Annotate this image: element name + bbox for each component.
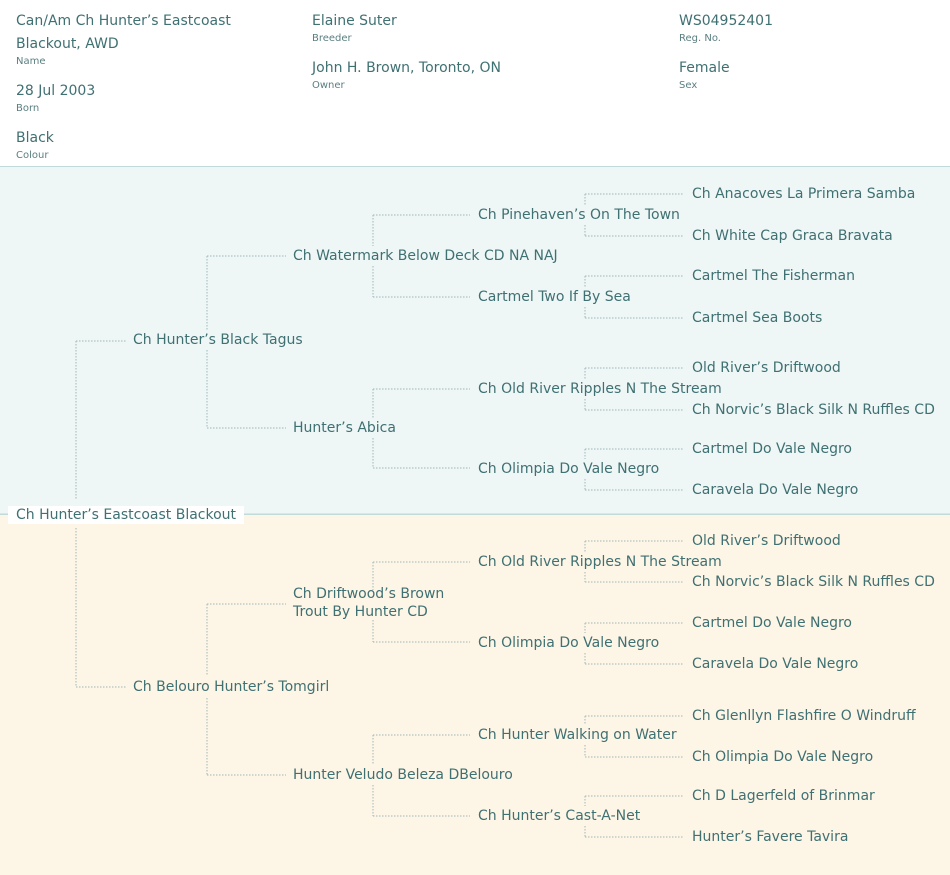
ancestor-gen4[interactable]: Caravela Do Vale Negro <box>692 656 859 672</box>
pedigree-root-dog[interactable]: Ch Hunter’s Eastcoast Blackout <box>8 506 245 524</box>
born-field: 28 Jul 2003 Born <box>16 80 95 115</box>
ancestor-gen4[interactable]: Hunter’s Favere Tavira <box>692 829 849 845</box>
sire-side-band <box>0 166 950 515</box>
ancestor-gen4[interactable]: Ch Norvic’s Black Silk N Ruffles CD <box>692 574 935 590</box>
breeder-label: Breeder <box>312 33 352 44</box>
ancestor-gen3[interactable]: Cartmel Two If By Sea <box>478 289 631 305</box>
breeder-field: Elaine Suter Breeder <box>312 10 397 45</box>
ancestor-gen3[interactable]: Ch Pinehaven’s On The Town <box>478 207 680 223</box>
ancestor-gen4[interactable]: Caravela Do Vale Negro <box>692 482 859 498</box>
paternal-grandsire[interactable]: Ch Watermark Below Deck CD NA NAJ <box>293 248 558 264</box>
owner-field: John H. Brown, Toronto, ON Owner <box>312 57 501 92</box>
ancestor-gen4[interactable]: Cartmel Do Vale Negro <box>692 615 852 631</box>
colour-field: Black Colour <box>16 127 54 162</box>
owner-label: Owner <box>312 80 345 91</box>
ancestor-gen3[interactable]: Ch Old River Ripples N The Stream <box>478 381 722 397</box>
ancestor-gen4[interactable]: Ch White Cap Graca Bravata <box>692 228 893 244</box>
sire[interactable]: Ch Hunter’s Black Tagus <box>133 332 303 348</box>
ancestor-gen4[interactable]: Cartmel Sea Boots <box>692 310 823 326</box>
colour-label: Colour <box>16 150 49 161</box>
maternal-granddam[interactable]: Hunter Veludo Beleza DBelouro <box>293 767 513 783</box>
dam[interactable]: Ch Belouro Hunter’s Tomgirl <box>133 679 330 695</box>
name-label: Name <box>16 56 46 67</box>
ancestor-gen4[interactable]: Ch Glenllyn Flashfire O Windruff <box>692 708 916 724</box>
ancestor-gen4[interactable]: Ch Olimpia Do Vale Negro <box>692 749 874 765</box>
ancestor-gen4[interactable]: Cartmel The Fisherman <box>692 268 855 284</box>
dam-side-band <box>0 514 950 875</box>
born-label: Born <box>16 103 40 114</box>
sex-value: Female <box>679 60 730 76</box>
ancestor-gen4[interactable]: Old River’s Driftwood <box>692 533 841 549</box>
maternal-grandsire[interactable]: Ch Driftwood’s Brown Trout By Hunter CD <box>293 585 444 621</box>
sex-label: Sex <box>679 80 698 91</box>
owner-value: John H. Brown, Toronto, ON <box>312 60 501 76</box>
paternal-granddam[interactable]: Hunter’s Abica <box>293 420 396 436</box>
name-field: Can/Am Ch Hunter’s Eastcoast Blackout, A… <box>16 10 231 68</box>
maternal-grandsire-line2: Trout By Hunter CD <box>293 604 428 620</box>
ancestor-gen4[interactable]: Old River’s Driftwood <box>692 360 841 376</box>
ancestor-gen4[interactable]: Ch D Lagerfeld of Brinmar <box>692 788 875 804</box>
maternal-grandsire-line1: Ch Driftwood’s Brown <box>293 586 445 602</box>
ancestor-gen4[interactable]: Cartmel Do Vale Negro <box>692 441 852 457</box>
ancestor-gen3[interactable]: Ch Hunter’s Cast-A-Net <box>478 808 641 824</box>
dog-name-line2: Blackout, AWD <box>16 36 119 52</box>
reg-no-field: WS04952401 Reg. No. <box>679 10 773 45</box>
reg-no-value: WS04952401 <box>679 13 773 29</box>
ancestor-gen3[interactable]: Ch Old River Ripples N The Stream <box>478 554 722 570</box>
ancestor-gen4[interactable]: Ch Anacoves La Primera Samba <box>692 186 916 202</box>
ancestor-gen3[interactable]: Ch Olimpia Do Vale Negro <box>478 635 660 651</box>
ancestor-gen4[interactable]: Ch Norvic’s Black Silk N Ruffles CD <box>692 402 935 418</box>
colour-value: Black <box>16 130 54 146</box>
ancestor-gen3[interactable]: Ch Olimpia Do Vale Negro <box>478 461 660 477</box>
sex-field: Female Sex <box>679 57 730 92</box>
reg-no-label: Reg. No. <box>679 33 721 44</box>
born-value: 28 Jul 2003 <box>16 83 96 99</box>
dog-info-header: Can/Am Ch Hunter’s Eastcoast Blackout, A… <box>0 0 950 166</box>
ancestor-gen3[interactable]: Ch Hunter Walking on Water <box>478 727 677 743</box>
breeder-value: Elaine Suter <box>312 13 397 29</box>
dog-name-line1: Can/Am Ch Hunter’s Eastcoast <box>16 13 231 29</box>
